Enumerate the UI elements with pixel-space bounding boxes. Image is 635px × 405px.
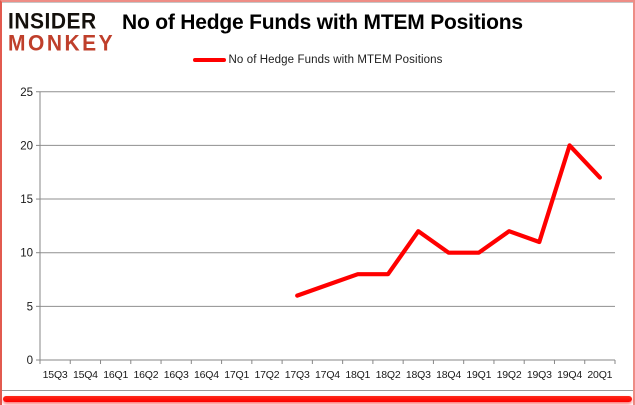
x-tick-label: 17Q2: [255, 369, 280, 381]
bottom-red-bar: [3, 396, 632, 402]
x-tick-label: 15Q3: [43, 369, 68, 381]
y-tick-label: 5: [27, 301, 33, 313]
x-tick-label: 20Q1: [587, 369, 612, 381]
x-tick-label: 17Q1: [224, 369, 249, 381]
x-tick-label: 19Q2: [497, 369, 522, 381]
x-tick-label: 17Q4: [315, 369, 340, 381]
x-tick-label: 15Q4: [73, 369, 98, 381]
x-tick-label: 18Q2: [376, 369, 401, 381]
y-tick-label: 15: [20, 194, 33, 206]
y-tick-label: 0: [27, 355, 33, 367]
x-tick-label: 18Q3: [406, 369, 431, 381]
y-tick-label: 10: [20, 248, 33, 260]
series-line: [295, 143, 603, 298]
x-tick-label: 18Q1: [345, 369, 370, 381]
chart-title: No of Hedge Funds with MTEM Positions: [122, 11, 523, 34]
x-tick-label: 19Q4: [557, 369, 582, 381]
x-tick-label: 17Q3: [285, 369, 310, 381]
legend-line-sample: [192, 58, 226, 62]
y-tick-label: 25: [20, 87, 33, 99]
chart-border-bottom: [2, 390, 633, 391]
x-tick-label: 16Q1: [103, 369, 128, 381]
x-tick-label: 18Q4: [436, 369, 461, 381]
chart-border-top: [2, 2, 633, 3]
logo-monkey-text: MONKEY: [8, 31, 116, 56]
chart-legend: No of Hedge Funds with MTEM Positions: [0, 54, 635, 66]
y-tick-label: 20: [20, 140, 33, 152]
x-tick-label: 16Q3: [164, 369, 189, 381]
insider-monkey-logo: INSIDER MONKEY: [8, 9, 116, 56]
logo-insider-text: INSIDER: [8, 9, 97, 34]
x-tick-label: 16Q4: [194, 369, 219, 381]
legend-label: No of Hedge Funds with MTEM Positions: [228, 54, 443, 66]
x-tick-label: 16Q2: [133, 369, 158, 381]
x-tick-label: 19Q1: [466, 369, 491, 381]
x-tick-label: 19Q3: [527, 369, 552, 381]
